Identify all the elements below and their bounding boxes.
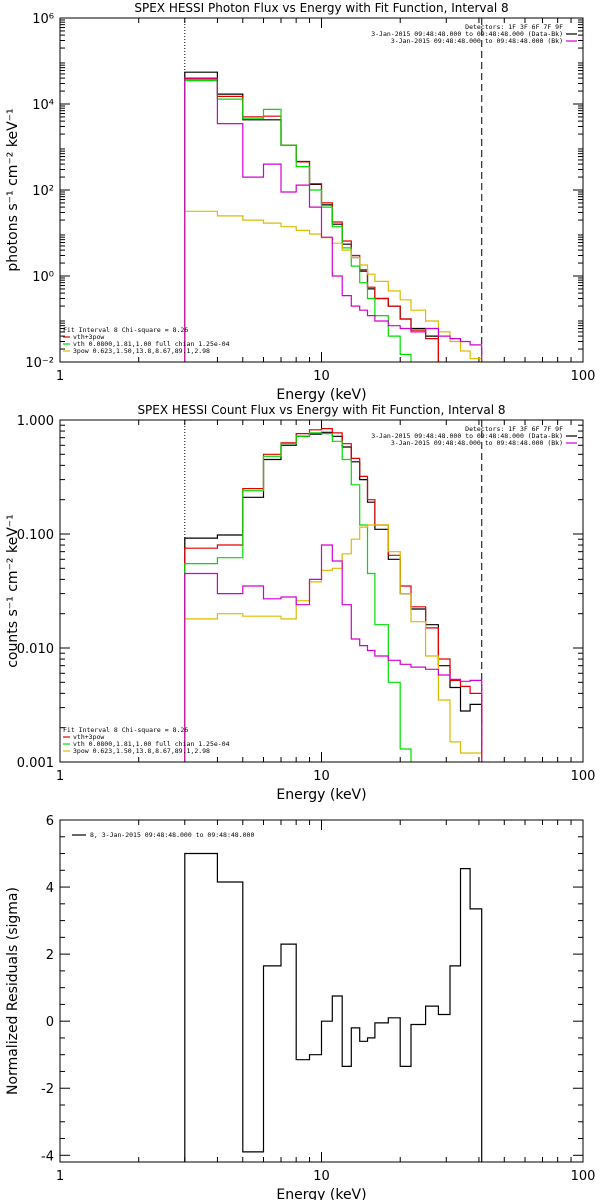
series-2-histogram bbox=[184, 80, 412, 362]
x-tick-label: 1 bbox=[56, 369, 64, 384]
y-tick-label: 10⁴ bbox=[32, 98, 54, 113]
series-3-histogram bbox=[184, 524, 483, 762]
plot-frame bbox=[59, 819, 584, 1163]
y-axis-label: photons s⁻¹ cm⁻² keV⁻¹ bbox=[5, 108, 21, 271]
x-tick-label: 10 bbox=[313, 769, 330, 784]
y-tick-label: 10² bbox=[32, 184, 54, 199]
series-4-histogram bbox=[184, 544, 483, 762]
legend-top-entry: 3-Jan-2015 09:48:48.000 to 09:48:48.000 … bbox=[391, 439, 563, 447]
x-tick-label: 10 bbox=[313, 1169, 330, 1184]
legend-bottom-entry: vth 0.0800,1.81,1.00 full chian 1.25e-04 bbox=[73, 740, 230, 748]
legend-bottom-entry: vth+3pow bbox=[73, 733, 104, 741]
legend-bottom-entry: 3pow 0.623,1.50,13.8,8.67,89.1,2.98 bbox=[73, 347, 210, 355]
y-tick-label: 0 bbox=[46, 1015, 54, 1030]
legend-top-entry: 3-Jan-2015 09:48:48.000 to 09:48:48.000 … bbox=[371, 30, 563, 38]
y-tick-label: 1.000 bbox=[17, 414, 54, 429]
chart-panel-1: SPEX HESSI Count Flux vs Energy with Fit… bbox=[5, 403, 595, 803]
legend-top-entry: 3-Jan-2015 09:48:48.000 to 09:48:48.000 … bbox=[391, 37, 563, 45]
series-0-histogram bbox=[184, 431, 483, 762]
legend-bottom-entry: Fit Interval 8 Chi-square = 8.26 bbox=[63, 326, 188, 334]
y-tick-label: -4 bbox=[41, 1149, 54, 1164]
y-tick-label: 0.010 bbox=[17, 642, 54, 657]
y-tick-label: 10⁰ bbox=[32, 270, 54, 285]
y-axis-label: counts s⁻¹ cm⁻² keV⁻¹ bbox=[5, 514, 21, 668]
legend-top-entry: 8, 3-Jan-2015 09:48:48.000 to 09:48:48.0… bbox=[90, 831, 254, 839]
y-tick-label: 0.001 bbox=[17, 756, 54, 771]
y-tick-label: 10⁶ bbox=[32, 12, 54, 27]
chart-title: SPEX HESSI Photon Flux vs Energy with Fi… bbox=[134, 1, 508, 15]
y-tick-label: 6 bbox=[46, 814, 54, 829]
series-3-histogram bbox=[184, 210, 483, 362]
y-axis-label: Normalized Residuals (sigma) bbox=[5, 887, 21, 1095]
legend-bottom-entry: 3pow 0.623,1.50,13.8,8.67,89.1,2.98 bbox=[73, 747, 210, 755]
x-tick-label: 1 bbox=[56, 1169, 64, 1184]
y-tick-label: 4 bbox=[46, 881, 54, 896]
x-axis-label: Energy (keV) bbox=[276, 387, 366, 403]
x-axis-label: Energy (keV) bbox=[276, 1187, 366, 1200]
series-1-histogram bbox=[184, 77, 439, 362]
x-tick-label: 100 bbox=[571, 769, 596, 784]
x-tick-label: 100 bbox=[571, 1169, 596, 1184]
x-axis-label: Energy (keV) bbox=[276, 787, 366, 803]
plot-frame bbox=[59, 17, 584, 363]
plot-frame bbox=[59, 419, 584, 763]
y-tick-label: 10⁻² bbox=[25, 356, 54, 371]
series-4-histogram bbox=[184, 78, 483, 362]
series-0-histogram bbox=[184, 852, 483, 1162]
y-tick-label: 0.100 bbox=[17, 528, 54, 543]
y-tick-label: -2 bbox=[41, 1082, 54, 1097]
legend-bottom-entry: vth+3pow bbox=[73, 333, 104, 341]
legend-top-entry: Detectors: 1F 3F 6F 7F 9F bbox=[465, 425, 563, 433]
chart-panel-2: Energy (keV) Normalized Residuals (sigma)… bbox=[5, 814, 595, 1200]
legend-top-entry: Detectors: 1F 3F 6F 7F 9F bbox=[465, 23, 563, 31]
series-1-histogram bbox=[184, 428, 483, 762]
series-2-histogram bbox=[184, 432, 412, 762]
chart-title: SPEX HESSI Count Flux vs Energy with Fit… bbox=[137, 403, 505, 417]
legend-top-entry: 3-Jan-2015 09:48:48.000 to 09:48:48.000 … bbox=[371, 432, 563, 440]
x-tick-label: 1 bbox=[56, 769, 64, 784]
legend-bottom-entry: Fit Interval 8 Chi-square = 8.26 bbox=[63, 726, 188, 734]
x-tick-label: 10 bbox=[313, 369, 330, 384]
x-tick-label: 100 bbox=[571, 369, 596, 384]
y-tick-label: 2 bbox=[46, 948, 54, 963]
legend-bottom-entry: vth 0.0800,1.81,1.00 full chian 1.25e-04 bbox=[73, 340, 230, 348]
chart-panel-0: SPEX HESSI Photon Flux vs Energy with Fi… bbox=[5, 1, 595, 403]
